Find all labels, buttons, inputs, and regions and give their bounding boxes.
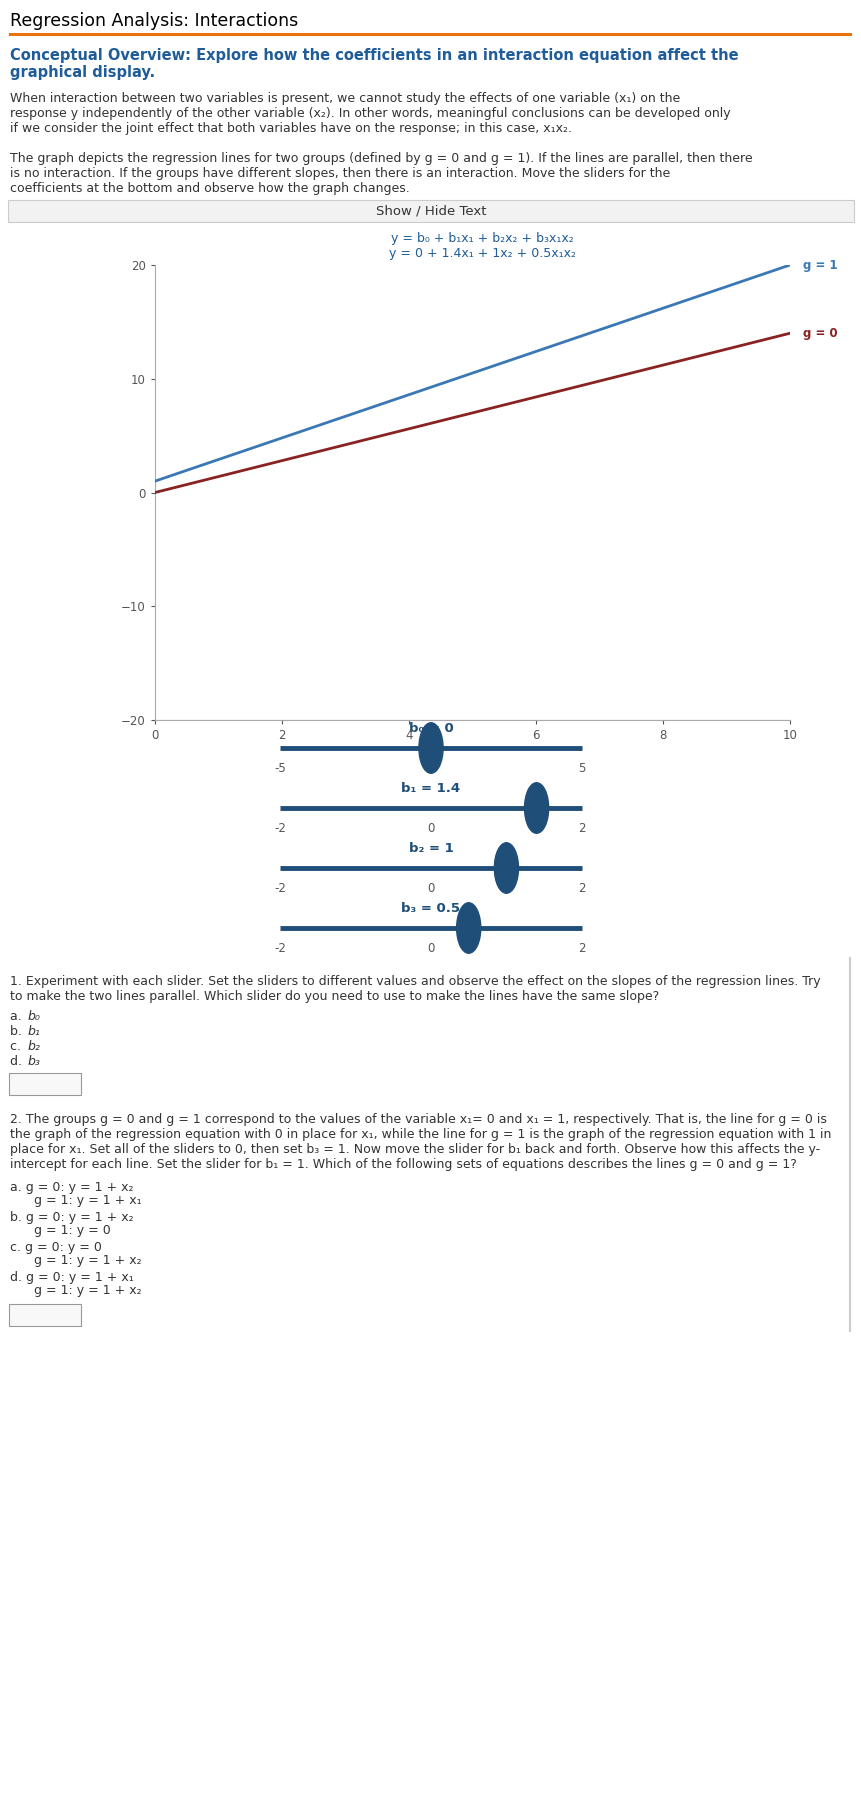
Text: -Select-: -Select- [14, 1308, 59, 1322]
Circle shape [456, 902, 480, 953]
Text: y = b₀ + b₁x₁ + b₂x₂ + b₃x₁x₂: y = b₀ + b₁x₁ + b₂x₂ + b₃x₁x₂ [391, 233, 573, 245]
Text: b₀: b₀ [28, 1010, 40, 1023]
Text: 0: 0 [427, 882, 434, 895]
Text: 0: 0 [427, 942, 434, 954]
Text: b₂ = 1: b₂ = 1 [408, 842, 453, 855]
Text: b₃ = 0.5: b₃ = 0.5 [401, 902, 460, 915]
Text: intercept for each line. Set the slider for b₁ = 1. Which of the following sets : intercept for each line. Set the slider … [10, 1158, 796, 1171]
Text: b.: b. [10, 1025, 26, 1037]
Text: -2: -2 [274, 882, 286, 895]
Text: to make the two lines parallel. Which slider do you need to use to make the line: to make the two lines parallel. Which sl… [10, 990, 659, 1003]
Text: g = 1: y = 0: g = 1: y = 0 [22, 1223, 110, 1238]
FancyBboxPatch shape [9, 1073, 81, 1095]
Text: place for x₁. Set all of the sliders to 0, then set b₃ = 1. Now move the slider : place for x₁. Set all of the sliders to … [10, 1144, 819, 1156]
Text: 2: 2 [578, 942, 585, 954]
Text: b₁: b₁ [28, 1025, 40, 1037]
Circle shape [418, 723, 443, 774]
FancyBboxPatch shape [9, 1304, 81, 1326]
Text: 0: 0 [427, 823, 434, 835]
Text: c.: c. [10, 1039, 25, 1054]
Text: 5: 5 [578, 761, 585, 776]
Text: b₁ = 1.4: b₁ = 1.4 [401, 781, 460, 796]
Circle shape [494, 842, 518, 893]
Text: -2: -2 [274, 823, 286, 835]
Text: b₃: b₃ [28, 1055, 40, 1068]
Text: b₀ = 0: b₀ = 0 [408, 722, 453, 734]
Text: if we consider the joint effect that both variables have on the response; in thi: if we consider the joint effect that bot… [10, 123, 572, 135]
Text: 2: 2 [578, 823, 585, 835]
Text: a. g = 0: y = 1 + x₂: a. g = 0: y = 1 + x₂ [10, 1182, 133, 1194]
Text: g = 0: g = 0 [802, 327, 836, 339]
Text: When interaction between two variables is present, we cannot study the effects o: When interaction between two variables i… [10, 92, 679, 105]
Text: 2: 2 [578, 882, 585, 895]
Text: g = 1: y = 1 + x₂: g = 1: y = 1 + x₂ [22, 1254, 141, 1266]
Text: is no interaction. If the groups have different slopes, then there is an interac: is no interaction. If the groups have di… [10, 168, 670, 180]
Text: b₂: b₂ [28, 1039, 40, 1054]
Text: -2: -2 [274, 942, 286, 954]
Text: the graph of the regression equation with 0 in place for x₁, while the line for : the graph of the regression equation wit… [10, 1128, 830, 1140]
Text: Show / Hide Text: Show / Hide Text [375, 204, 486, 218]
Text: -5: -5 [274, 761, 286, 776]
Text: g = 1: y = 1 + x₁: g = 1: y = 1 + x₁ [22, 1194, 141, 1207]
Text: d.: d. [10, 1055, 26, 1068]
Text: Conceptual Overview: Explore how the coefficients in an interaction equation aff: Conceptual Overview: Explore how the coe… [10, 49, 738, 63]
Text: c. g = 0: y = 0: c. g = 0: y = 0 [10, 1241, 102, 1254]
Text: 0: 0 [427, 761, 434, 776]
Text: ▾: ▾ [71, 1310, 76, 1321]
Text: g = 1: g = 1 [802, 258, 836, 271]
Text: graphical display.: graphical display. [10, 65, 155, 79]
Text: g = 1: y = 1 + x₂: g = 1: y = 1 + x₂ [22, 1284, 141, 1297]
Text: d. g = 0: y = 1 + x₁: d. g = 0: y = 1 + x₁ [10, 1272, 133, 1284]
Text: coefficients at the bottom and observe how the graph changes.: coefficients at the bottom and observe h… [10, 182, 409, 195]
Text: y = 0 + 1.4x₁ + 1x₂ + 0.5x₁x₂: y = 0 + 1.4x₁ + 1x₂ + 0.5x₁x₂ [389, 247, 575, 260]
Text: ▾: ▾ [71, 1079, 76, 1090]
Bar [8, 200, 853, 222]
Text: 1. Experiment with each slider. Set the sliders to different values and observe : 1. Experiment with each slider. Set the … [10, 974, 820, 989]
Text: a.: a. [10, 1010, 26, 1023]
Text: 2. The groups g = 0 and g = 1 correspond to the values of the variable x₁= 0 and: 2. The groups g = 0 and g = 1 correspond… [10, 1113, 826, 1126]
Circle shape [524, 783, 548, 833]
Text: -Select-: -Select- [14, 1077, 59, 1090]
Text: b. g = 0: y = 1 + x₂: b. g = 0: y = 1 + x₂ [10, 1210, 133, 1223]
Text: response y independently of the other variable (x₂). In other words, meaningful : response y independently of the other va… [10, 106, 730, 121]
Text: The graph depicts the regression lines for two groups (defined by g = 0 and g = : The graph depicts the regression lines f… [10, 152, 752, 164]
Text: Regression Analysis: Interactions: Regression Analysis: Interactions [10, 13, 298, 31]
